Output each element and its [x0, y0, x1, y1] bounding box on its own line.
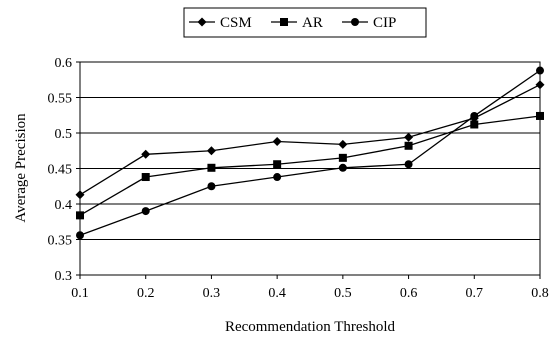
point-ar	[470, 120, 479, 129]
point-ar	[273, 160, 282, 169]
y-axis-ticks: 0.3 0.35 0.4 0.45 0.5 0.55 0.6	[48, 56, 80, 284]
point-csm	[75, 190, 85, 200]
point-cip	[536, 66, 544, 75]
y-tick-label: 0.6	[55, 56, 73, 71]
point-cip	[404, 160, 413, 169]
series-group	[75, 66, 545, 240]
point-cip	[207, 182, 216, 191]
x-axis-title: Recommendation Threshold	[225, 319, 396, 335]
point-ar	[76, 211, 84, 220]
y-tick-label: 0.45	[48, 163, 73, 178]
legend-item-cip: CIP	[342, 15, 396, 31]
x-tick-label: 0.3	[203, 286, 221, 301]
point-cip	[141, 207, 150, 216]
y-tick-label: 0.55	[48, 92, 73, 107]
grid	[80, 97, 540, 240]
point-ar	[338, 153, 347, 162]
point-csm	[404, 132, 414, 142]
x-tick-label: 0.1	[71, 286, 89, 301]
x-tick-label: 0.5	[334, 286, 352, 301]
series-ar	[76, 111, 544, 220]
point-csm	[338, 139, 348, 149]
point-cip	[273, 173, 282, 182]
legend-marker-cip	[351, 18, 359, 26]
y-tick-label: 0.35	[48, 234, 73, 249]
series-line-ar	[79, 115, 541, 216]
series-cip	[76, 66, 544, 240]
x-tick-label: 0.7	[466, 286, 484, 301]
legend-marker-ar	[280, 18, 288, 26]
y-tick-label: 0.4	[55, 198, 73, 213]
point-csm	[206, 146, 216, 156]
point-ar	[141, 173, 150, 182]
y-tick-label: 0.3	[55, 269, 73, 284]
point-csm	[272, 137, 282, 147]
y-axis-title: Average Precision	[13, 113, 29, 223]
point-cip	[470, 111, 479, 120]
point-cip	[338, 163, 347, 172]
legend-item-ar: AR	[271, 15, 323, 31]
legend-label-csm: CSM	[220, 15, 252, 31]
series-csm	[75, 80, 545, 200]
point-ar	[404, 141, 413, 150]
legend-box	[183, 7, 427, 38]
x-tick-label: 0.2	[137, 286, 155, 301]
legend-marker-csm	[197, 17, 207, 27]
legend-label-ar: AR	[302, 15, 323, 31]
point-csm	[141, 149, 151, 159]
x-tick-label: 0.8	[531, 286, 549, 301]
legend-label-cip: CIP	[373, 15, 396, 31]
x-axis-ticks: 0.1 0.2 0.3 0.4 0.5 0.6 0.7 0.8	[71, 275, 549, 301]
legend: CSM AR CIP	[183, 7, 427, 38]
y-tick-label: 0.5	[55, 127, 73, 142]
point-csm	[535, 80, 545, 90]
point-cip	[76, 231, 84, 240]
point-ar	[536, 111, 544, 120]
x-tick-label: 0.6	[400, 286, 418, 301]
x-tick-label: 0.4	[268, 286, 286, 301]
series-line-cip	[79, 69, 541, 236]
legend-item-csm: CSM	[189, 15, 252, 31]
point-ar	[207, 163, 216, 172]
series-line-csm	[79, 84, 541, 196]
